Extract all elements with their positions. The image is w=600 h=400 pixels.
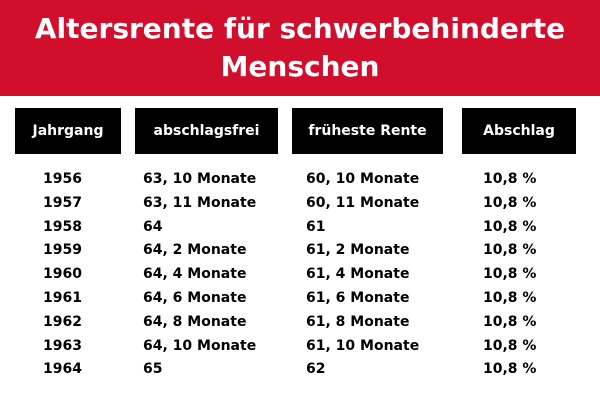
- table-cell: 1960: [43, 266, 82, 283]
- table-cell: 64, 10 Monate: [143, 337, 257, 354]
- table-cell: 64: [143, 218, 163, 235]
- table-cell: 10,8 %: [483, 194, 537, 211]
- table-cell: 10,8 %: [483, 313, 537, 330]
- column-header: Abschlag: [462, 108, 576, 154]
- table-cell: 61, 8 Monate: [306, 313, 410, 330]
- table-cell: 61, 6 Monate: [306, 290, 410, 306]
- table-cell: 1959: [43, 242, 82, 259]
- table-cell: 1957: [43, 194, 82, 211]
- table-cell: 10,8 %: [483, 218, 537, 235]
- column-header: abschlagsfrei: [135, 108, 278, 154]
- title: Altersrente für schwerbehinderte Mensche…: [34, 12, 566, 83]
- column-header: Jahrgang: [15, 108, 121, 154]
- table-cell: 10,8 %: [483, 171, 537, 187]
- table-cell: 60, 10 Monate: [306, 171, 420, 187]
- table-cell: 62: [306, 361, 326, 378]
- table-cell: 64, 8 Monate: [143, 313, 247, 330]
- table-cell: 65: [143, 361, 163, 378]
- table-cell: 10,8 %: [483, 266, 537, 283]
- table-cell: 1964: [43, 361, 82, 378]
- column-header: früheste Rente: [292, 108, 443, 154]
- table-cell: 1963: [43, 337, 82, 354]
- table-cell: 1956: [43, 171, 82, 187]
- table-cell: 64, 2 Monate: [143, 242, 247, 259]
- table-cell: 64, 6 Monate: [143, 290, 247, 306]
- table-cell: 63, 11 Monate: [143, 194, 257, 211]
- table-cell: 61, 10 Monate: [306, 337, 420, 354]
- table-cell: 10,8 %: [483, 361, 537, 378]
- table-cell: 1958: [43, 218, 82, 235]
- table-cell: 61, 4 Monate: [306, 266, 410, 283]
- title-banner: Altersrente für schwerbehinderte Mensche…: [0, 0, 600, 96]
- table-cell: 64, 4 Monate: [143, 266, 247, 283]
- table-cell: 61, 2 Monate: [306, 242, 410, 259]
- table-cell: 1962: [43, 313, 82, 330]
- table-cell: 61: [306, 218, 326, 235]
- table-cell: 10,8 %: [483, 242, 537, 259]
- table-cell: 10,8 %: [483, 290, 537, 306]
- table-cell: 1961: [43, 290, 82, 306]
- table-cell: 60, 11 Monate: [306, 194, 420, 211]
- table-cell: 10,8 %: [483, 337, 537, 354]
- table-cell: 63, 10 Monate: [143, 171, 257, 187]
